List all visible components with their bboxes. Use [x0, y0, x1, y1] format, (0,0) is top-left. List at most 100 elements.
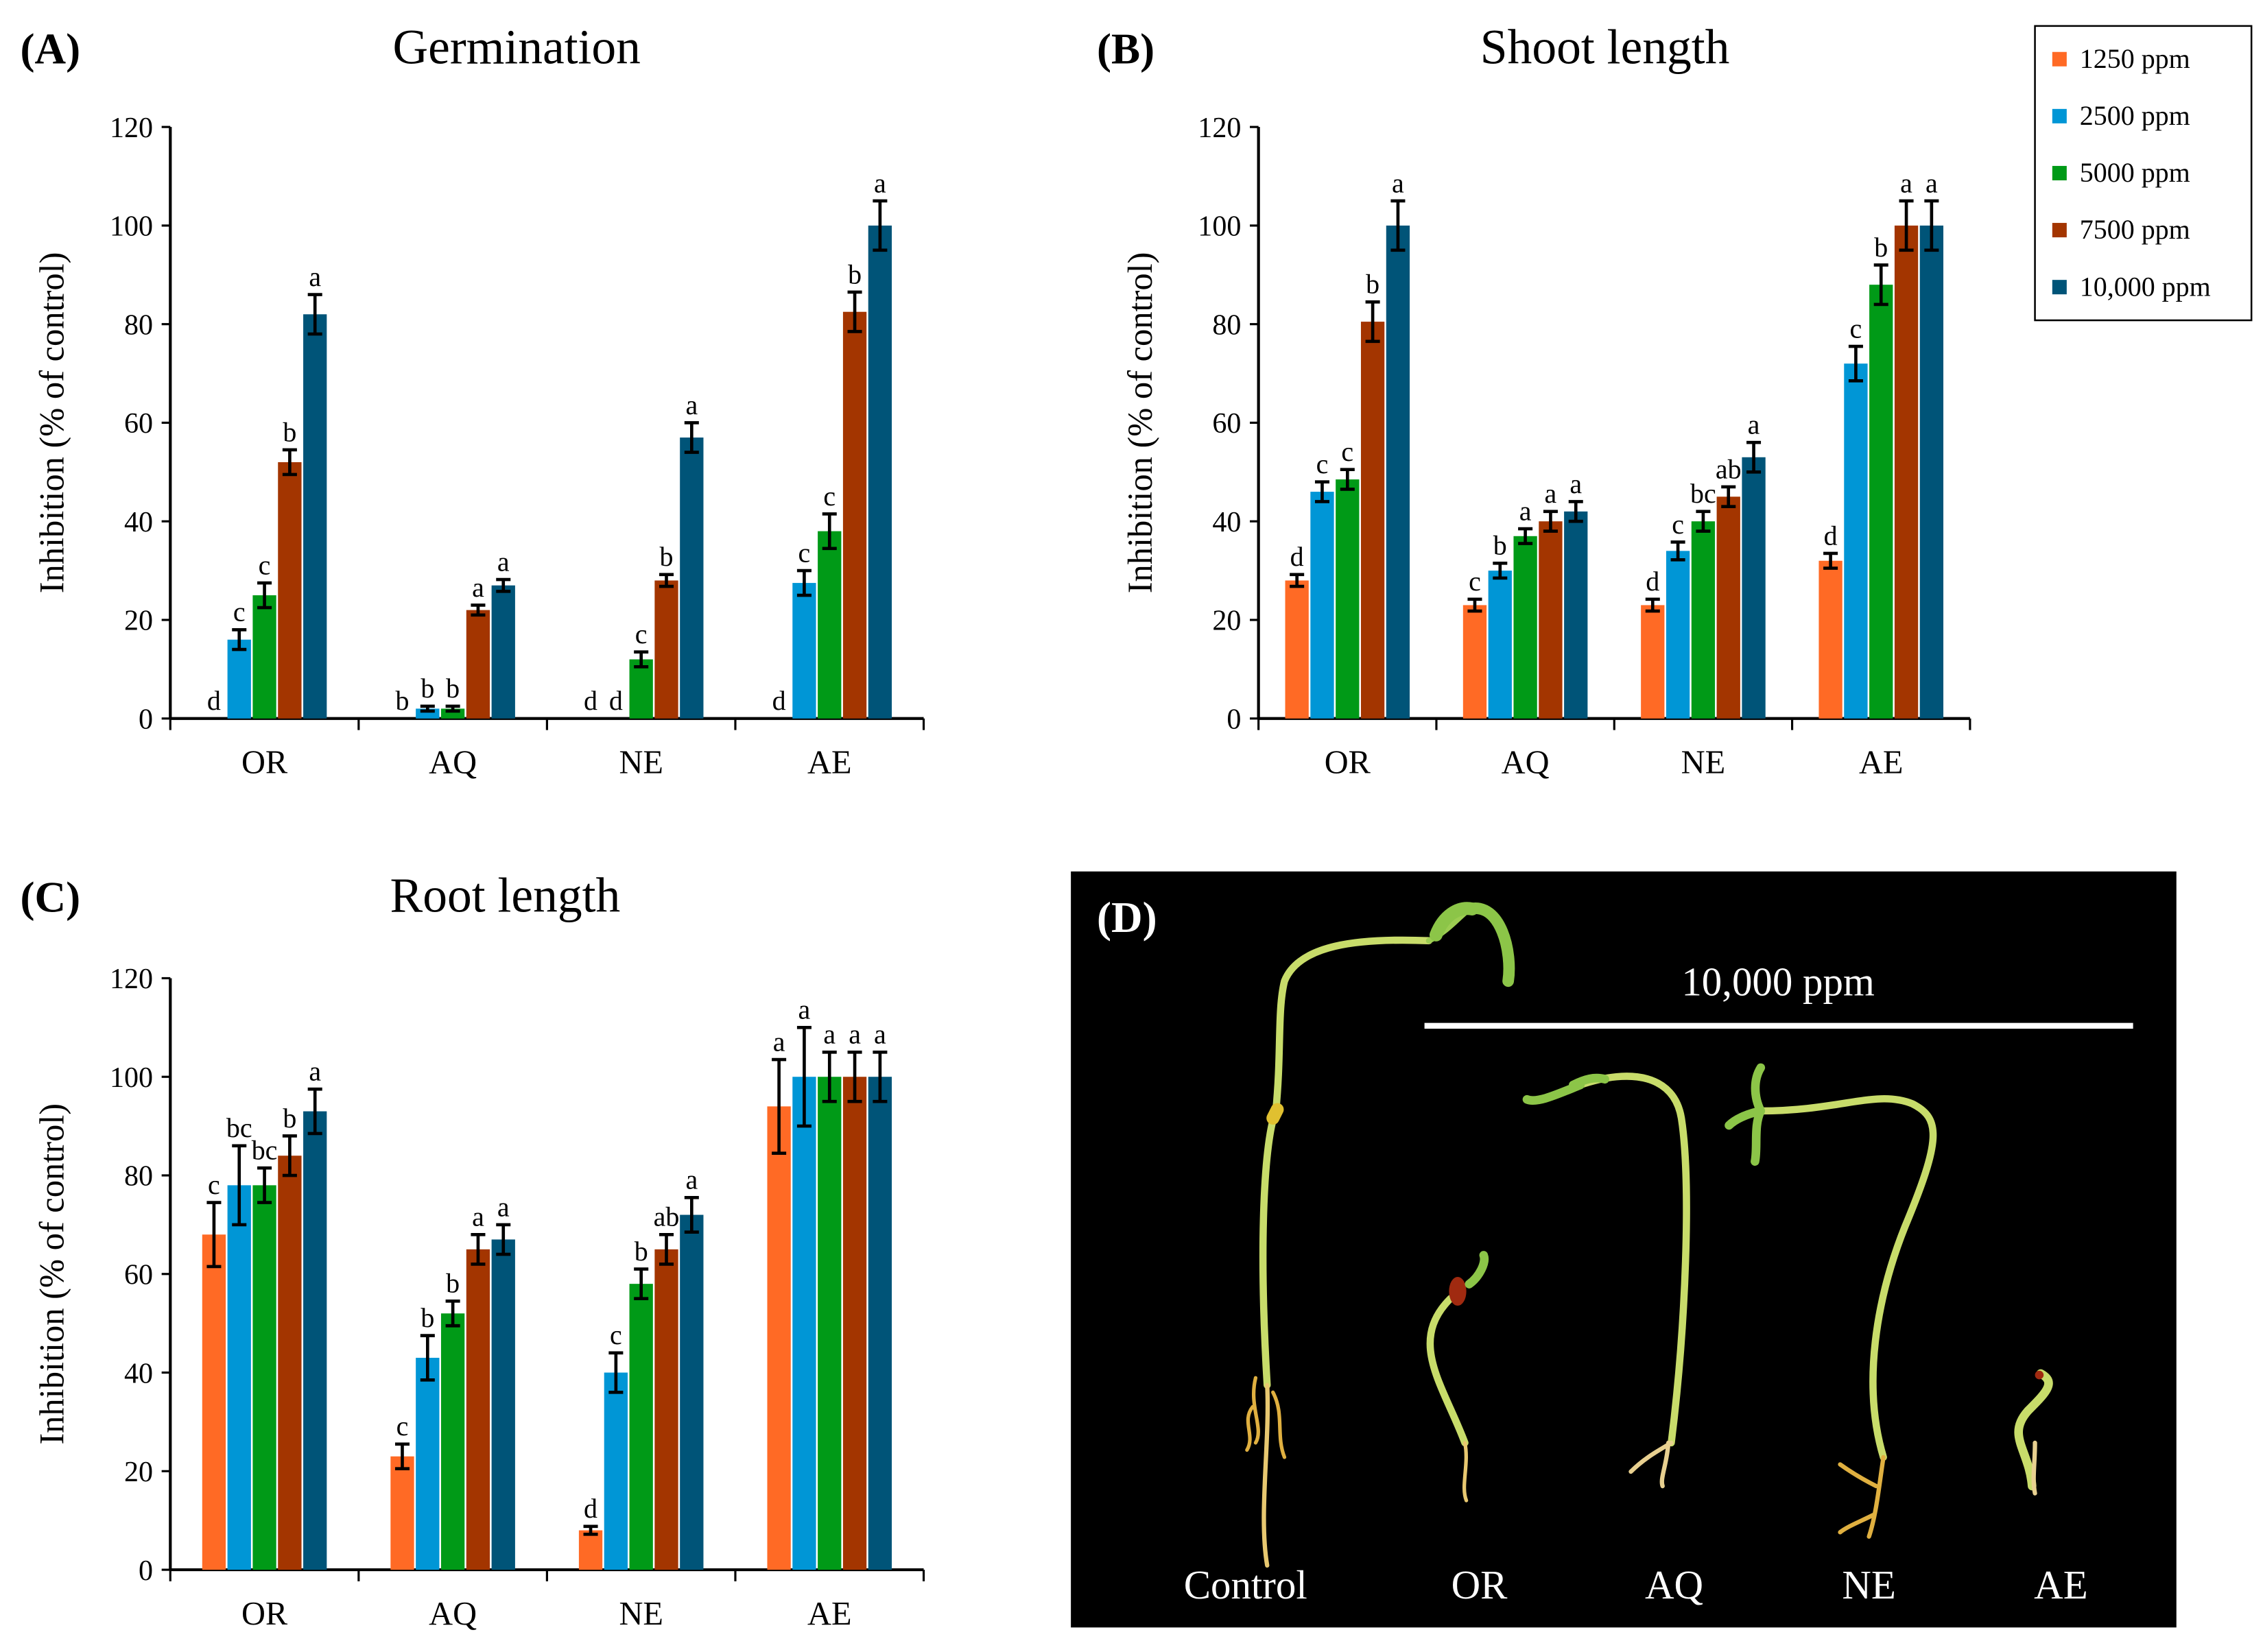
bar: [1716, 496, 1740, 719]
bar: [416, 1357, 440, 1570]
bar: [1742, 457, 1766, 719]
significance-letter: c: [635, 619, 648, 649]
bar: [680, 438, 704, 719]
bar: [1310, 492, 1334, 719]
significance-letter: b: [1366, 269, 1379, 300]
significance-letter: b: [1874, 232, 1888, 263]
treatment-label: 10,000 ppm: [1681, 960, 1874, 1005]
photo-background: [1071, 871, 2177, 1628]
bar: [227, 1185, 251, 1570]
significance-letter: c: [233, 597, 246, 627]
bar: [491, 1239, 515, 1570]
significance-letter: c: [1672, 509, 1684, 540]
significance-letter: c: [823, 481, 836, 512]
bar: [1564, 511, 1588, 719]
significance-letter: b: [283, 1103, 296, 1134]
bar: [390, 1456, 414, 1570]
seedling-control: [1245, 902, 1515, 1568]
significance-letter: b: [660, 541, 674, 572]
legend-box: [2034, 25, 2253, 322]
significance-letter: b: [283, 416, 296, 447]
bar: [1539, 521, 1563, 719]
y-tick-label: 40: [124, 1358, 153, 1389]
seedling-or: [1426, 1251, 1489, 1503]
chart-title: Shoot length: [1480, 21, 1730, 75]
legend-label: 1250 ppm: [2080, 43, 2190, 74]
significance-letter: a: [497, 1191, 510, 1222]
significance-letter: b: [420, 673, 434, 704]
bar: [1691, 521, 1716, 719]
significance-letter: b: [635, 1236, 648, 1267]
bar: [1666, 551, 1690, 719]
bar: [604, 1372, 628, 1570]
y-tick-label: 0: [1227, 704, 1241, 735]
y-tick-label: 40: [1212, 507, 1241, 538]
significance-letter: c: [1341, 436, 1353, 467]
seedling-ae: [2014, 1369, 2053, 1496]
significance-letter: a: [472, 1201, 484, 1232]
significance-letter: a: [849, 1019, 861, 1050]
x-tick-label: AQ: [429, 1596, 477, 1632]
seedling-label: OR: [1452, 1563, 1508, 1607]
significance-letter: d: [609, 685, 623, 716]
legend-label: 7500 ppm: [2080, 214, 2190, 245]
y-tick-label: 60: [124, 1259, 153, 1291]
legend-swatch: [2052, 108, 2067, 123]
y-tick-label: 120: [110, 963, 153, 995]
y-tick-label: 120: [1198, 112, 1241, 144]
bar: [466, 610, 490, 719]
significance-letter: bc: [252, 1135, 278, 1166]
bar: [629, 659, 653, 719]
legend-label: 2500 ppm: [2080, 100, 2190, 131]
legend-swatch: [2052, 165, 2067, 180]
significance-letter: a: [497, 546, 510, 577]
x-tick-label: AE: [1859, 745, 1903, 781]
significance-letter: c: [798, 537, 811, 568]
seedling-label: AQ: [1645, 1563, 1703, 1607]
y-tick-label: 20: [1212, 606, 1241, 637]
significance-letter: d: [584, 685, 597, 716]
significance-letter: c: [610, 1319, 622, 1350]
significance-letter: a: [1545, 478, 1557, 509]
significance-letter: d: [207, 685, 221, 716]
significance-letter: a: [874, 1019, 886, 1050]
x-tick-label: AE: [807, 1596, 851, 1632]
y-tick-label: 40: [124, 507, 153, 538]
y-tick-label: 20: [124, 1457, 153, 1488]
y-tick-label: 0: [139, 704, 153, 735]
bar: [491, 585, 515, 719]
y-tick-label: 100: [1198, 211, 1241, 243]
y-axis-label: Inhibition (% of control): [33, 1103, 71, 1445]
significance-letter: b: [446, 673, 460, 704]
bar: [1513, 536, 1537, 719]
bar: [1919, 225, 1944, 719]
significance-letter: a: [685, 1164, 698, 1195]
chart-root-length: (C) Root length Inhibition (% of control) 0…: [20, 869, 925, 1632]
significance-letter: a: [309, 261, 321, 292]
significance-letter: a: [823, 1019, 836, 1050]
bar: [1488, 571, 1512, 719]
bar: [1336, 479, 1360, 719]
y-tick-label: 80: [124, 1161, 153, 1193]
x-tick-label: AQ: [1502, 745, 1550, 781]
y-tick-label: 120: [110, 112, 153, 144]
significance-letter: a: [1392, 167, 1404, 198]
significance-letter: a: [685, 390, 698, 420]
seedling-aq: [1522, 1073, 1690, 1489]
seedling-photo: (D) 10,000 ppm: [1071, 871, 2177, 1628]
bar: [252, 595, 276, 719]
y-tick-label: 80: [1212, 309, 1241, 341]
bar: [654, 1249, 678, 1570]
bar: [202, 1234, 226, 1570]
bar: [842, 1077, 867, 1570]
panel-label: (C): [20, 874, 80, 922]
x-tick-label: NE: [619, 745, 663, 781]
x-tick-label: NE: [1681, 745, 1725, 781]
bar: [227, 639, 251, 719]
bar: [1869, 285, 1893, 719]
significance-letter: bc: [226, 1112, 252, 1143]
x-tick-label: OR: [241, 745, 288, 781]
bar: [792, 583, 816, 719]
bar: [1360, 322, 1385, 719]
bar: [1285, 580, 1309, 719]
